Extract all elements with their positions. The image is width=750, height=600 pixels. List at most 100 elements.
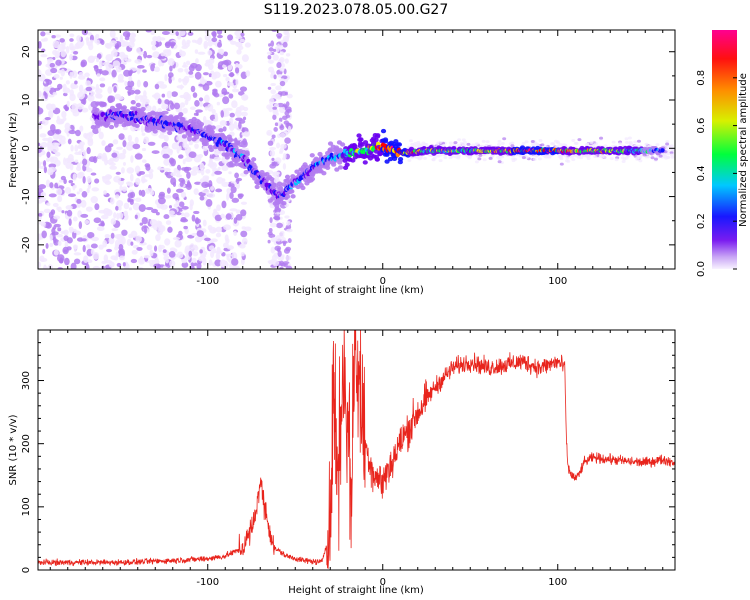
spectrogram-noise — [477, 157, 482, 161]
spectrogram-noise — [101, 70, 109, 76]
spectrogram-noise — [500, 141, 505, 145]
spectrogram-noise — [282, 241, 287, 247]
spectrogram-noise — [48, 109, 54, 117]
spectrogram-noise — [38, 221, 46, 226]
spectrogram-noise — [127, 91, 132, 96]
spectrogram-noise — [52, 226, 57, 230]
spectrogram-noise — [55, 34, 61, 38]
spectrogram-noise — [165, 258, 169, 264]
spectrogram-noise — [174, 239, 182, 248]
spectrogram-noise — [199, 249, 203, 254]
spectrogram-noise — [110, 197, 115, 205]
spectrogram-noise — [635, 156, 640, 160]
figure-title: S119.2023.078.05.00.G27 — [264, 2, 449, 18]
spectrogram-noise — [193, 188, 199, 196]
spectrogram-noise — [44, 116, 51, 121]
spectrogram-noise — [63, 105, 68, 110]
spectrogram-noise — [45, 157, 51, 162]
spectrogram-noise — [228, 171, 232, 175]
spectrogram-noise — [60, 175, 66, 181]
spectrogram-noise — [275, 112, 280, 116]
spectrogram-noise — [63, 157, 67, 166]
spectrogram-noise — [222, 64, 227, 69]
spectrogram-noise — [107, 143, 114, 148]
spectrogram-noise — [118, 133, 125, 140]
spectrogram-noise — [145, 207, 154, 211]
spectrogram-noise — [285, 53, 291, 57]
spectrogram-marks — [38, 30, 675, 269]
spectrogram-noise — [422, 156, 427, 160]
spectrogram-noise — [157, 167, 165, 171]
spectrogram-noise — [244, 42, 251, 48]
spectrogram-noise — [163, 158, 170, 166]
spectrogram-noise — [85, 80, 91, 87]
spectrogram-noise — [65, 80, 70, 85]
spectrogram-noise — [271, 254, 278, 261]
spectrogram-noise — [211, 72, 218, 80]
spectrogram-noise — [45, 103, 53, 111]
spectrogram-noise — [229, 208, 238, 212]
spectrogram-noise — [574, 142, 579, 146]
spectrogram-noise — [179, 50, 187, 57]
spectrogram-noise — [211, 37, 218, 43]
spectrogram-noise — [213, 156, 221, 161]
spectrogram-noise — [131, 249, 138, 255]
spectrogram-noise — [438, 153, 443, 157]
spectrogram-noise — [279, 254, 285, 261]
spectrogram-noise — [267, 239, 271, 244]
spectrogram-noise — [80, 61, 86, 68]
spectrogram-noise — [134, 136, 139, 144]
spectrogram-noise — [565, 156, 570, 160]
spectrogram-noise — [650, 156, 655, 160]
spectrogram-noise — [141, 147, 147, 152]
spectrogram-noise — [154, 66, 160, 73]
spectrogram-noise — [68, 180, 74, 184]
spectrogram-noise — [92, 156, 98, 164]
spectrogram-noise — [143, 50, 148, 59]
spectrogram-noise — [230, 40, 237, 45]
spectrogram-noise — [132, 202, 141, 211]
spectrogram-noise — [272, 106, 277, 110]
spectrogram-noise — [47, 130, 55, 136]
spectrogram-noise — [52, 56, 56, 61]
spectrogram-noise — [154, 40, 162, 47]
spectrogram-noise — [109, 30, 116, 38]
spectrogram-noise — [53, 215, 61, 220]
spectrogram-noise — [481, 139, 486, 143]
spectrogram-noise — [109, 165, 118, 170]
spectrogram-noise — [229, 71, 234, 78]
spectrogram-noise — [207, 103, 214, 112]
spectrogram-noise — [63, 229, 69, 236]
spectrogram-noise — [240, 209, 247, 217]
spectrogram-noise — [279, 147, 284, 153]
spectrogram-noise — [120, 54, 128, 61]
spectrogram-noise — [38, 90, 41, 98]
spectrogram-noise — [41, 230, 47, 239]
spectrogram-noise — [182, 140, 188, 149]
spectrogram-noise — [122, 161, 127, 166]
spectrogram-noise — [268, 97, 275, 105]
spectrogram-noise — [166, 187, 171, 194]
spectrogram-noise — [213, 147, 220, 156]
spectrogram-xtick-label: 100 — [548, 276, 567, 287]
spectrogram-noise — [424, 143, 429, 147]
spectrogram-noise — [59, 38, 65, 43]
spectrogram-noise — [280, 262, 286, 267]
spectrogram-noise — [150, 40, 157, 46]
spectrogram-noise — [448, 141, 453, 145]
spectrogram-ridge — [244, 151, 250, 157]
spectrogram-noise — [165, 220, 172, 225]
snr-xtick-label: -100 — [196, 577, 219, 588]
spectrogram-noise — [243, 106, 249, 112]
spectrogram-noise — [239, 243, 246, 249]
spectrogram-noise — [474, 160, 479, 164]
spectrogram-noise — [127, 141, 135, 147]
spectrogram-noise — [101, 140, 106, 146]
spectrogram-noise — [155, 211, 160, 216]
spectrogram-noise — [234, 67, 240, 74]
spectrogram-noise — [270, 246, 276, 254]
spectrogram-noise — [145, 164, 151, 171]
spectrogram-ridge — [90, 124, 96, 130]
spectrogram-noise — [91, 236, 99, 242]
spectrogram-noise — [274, 207, 282, 213]
